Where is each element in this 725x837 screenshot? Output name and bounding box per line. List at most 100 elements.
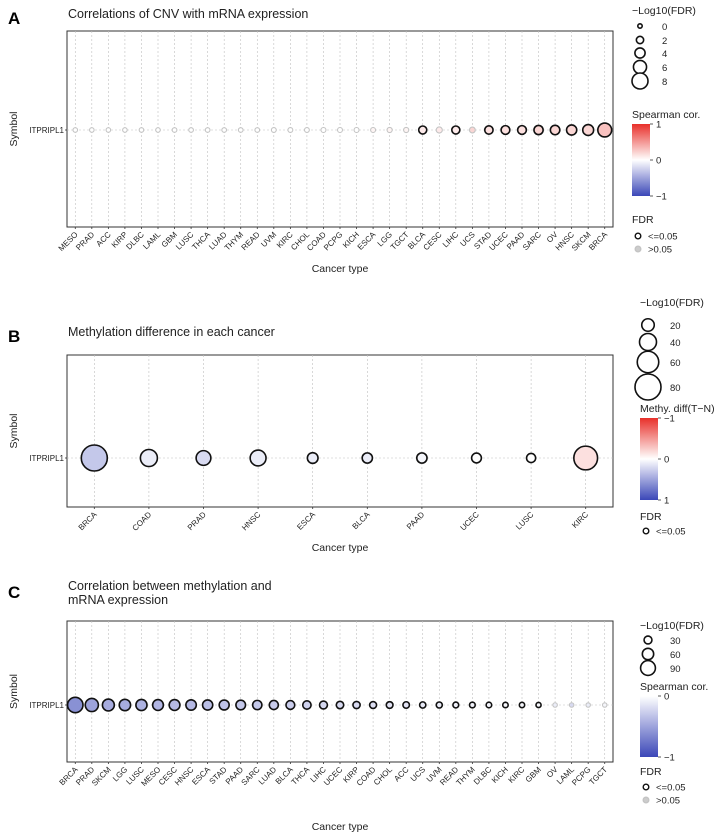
data-point [72,127,79,133]
data-point [105,127,112,133]
size-legend-label: 20 [670,321,681,332]
data-point [268,699,280,711]
x-tick-label: CHOL [372,765,394,787]
y-tick-label: ITPRIPL1 [29,701,64,710]
data-point [601,702,608,708]
data-point [101,698,116,712]
size-legend-circle [640,317,656,333]
color-legend-label: −1 [664,753,675,764]
color-legend-label: −1 [656,192,667,203]
size-legend-label: 80 [670,383,681,394]
data-point [535,701,542,709]
size-legend-title: −Log10(FDR) [632,5,696,17]
chart-title: Correlations of CNV with mRNA expression [68,7,308,21]
y-tick-label: ITPRIPL1 [29,454,64,463]
x-tick-label: UCEC [322,765,345,788]
x-tick-label: SARC [521,230,543,252]
x-tick-label: KIRC [507,765,527,785]
x-axis-label: Cancer type [312,263,369,275]
x-tick-label: MESO [57,230,80,253]
fdr-legend-title: FDR [640,766,662,778]
x-tick-label: LAML [141,230,163,252]
data-point [168,698,181,712]
size-legend-label: 60 [670,650,681,661]
data-point [139,448,159,468]
data-point [151,698,165,712]
size-legend-circle [639,659,657,677]
panel-letter: C [8,583,20,602]
color-legend-label: 0 [664,455,669,466]
data-point [171,127,178,133]
data-point [568,702,575,708]
panel-B: B Methylation difference in each cancer Sy… [8,297,715,554]
data-point [468,701,477,709]
data-point [573,445,599,471]
x-tick-label: BRCA [587,230,610,253]
data-point [135,698,148,712]
data-point [585,702,591,708]
size-legend-circle [638,332,658,352]
size-legend-circle [635,35,645,45]
data-point [118,698,132,712]
x-tick-label: PRAD [74,230,96,252]
panel-A: A Correlations of CNV with mRNA expressio… [8,5,700,275]
x-tick-label: KIRC [570,510,590,530]
data-point [452,701,460,709]
color-legend-title: Spearman cor. [632,109,700,121]
color-legend-label: −1 [664,414,675,425]
x-tick-label: KICH [490,765,510,785]
data-point [525,452,537,464]
data-point [138,127,145,133]
fdr-legend-label: <=0.05 [656,783,686,794]
fdr-legend-circle [642,796,650,804]
data-point [301,700,312,710]
panel-letter: B [8,327,20,346]
size-legend-label: 40 [670,338,681,349]
x-tick-label: PRAD [186,510,208,532]
data-point [403,126,410,134]
x-tick-label: LUAD [257,765,279,787]
data-point [485,701,493,709]
data-point [122,127,128,133]
chart-title: Correlation between methylation and [68,579,272,593]
color-legend-label: 0 [656,156,661,167]
data-point [435,126,443,134]
data-point [386,126,393,134]
chart-title: mRNA expression [68,593,168,607]
x-tick-label: TGCT [389,230,411,252]
data-point [352,700,361,710]
x-tick-label: ESCA [190,765,212,787]
x-tick-label: BRCA [77,510,100,533]
data-point [66,696,84,714]
x-tick-label: HNSC [240,510,263,533]
fdr-legend-circle [642,783,650,791]
y-axis-label: Symbol [8,413,20,448]
data-point [415,452,428,464]
data-point [285,699,296,711]
data-point [501,701,509,709]
y-tick-label: ITPRIPL1 [29,126,64,135]
data-point [418,701,427,709]
size-legend-circle [634,47,646,59]
x-axis-label: Cancer type [312,821,369,833]
x-tick-label: DLBC [124,230,146,252]
color-legend-title: Spearman cor. [640,681,708,693]
data-point [385,700,394,710]
data-point [270,127,277,133]
data-point [451,125,461,135]
data-point [565,124,578,136]
x-tick-label: TGCT [587,765,609,787]
size-legend-label: 4 [662,49,667,60]
data-point [370,126,377,134]
data-point [185,698,198,712]
size-legend-circle [634,373,662,401]
color-legend-bar [640,418,658,500]
data-point [483,125,494,135]
size-legend-circle [636,350,660,374]
data-point [402,700,411,710]
size-legend-circle [636,22,643,29]
y-axis-label: Symbol [8,674,20,709]
fdr-legend-label: >0.05 [656,796,680,807]
x-tick-label: ESCA [356,230,378,252]
